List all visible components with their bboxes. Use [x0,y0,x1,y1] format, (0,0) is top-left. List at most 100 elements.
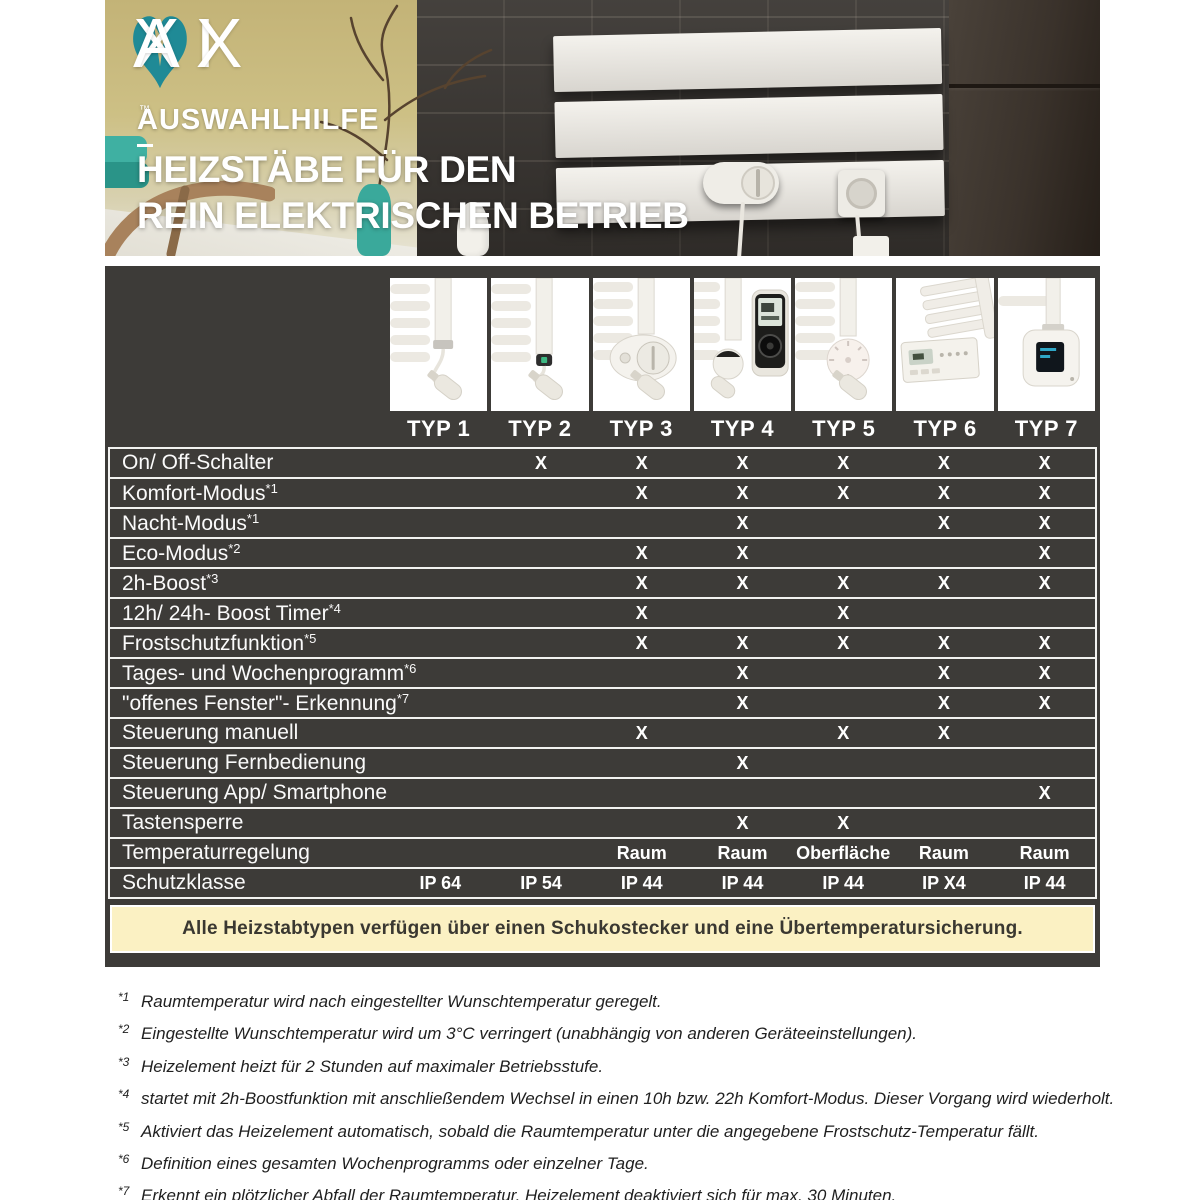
footnote-text: Aktiviert das Heizelement automatisch, s… [141,1121,1039,1141]
cabinet [949,0,1100,256]
feature-cell: X [837,812,850,833]
feature-cell: X [736,812,749,833]
feature-cell: X [837,482,850,503]
footnote-line: *1 Raumtemperatur wird nach eingestellter… [118,990,1128,1012]
row-label: On/ Off-Schalter [122,451,274,474]
typ-label: TYP 5 [812,416,876,441]
towel [105,136,147,164]
row-label: Steuerung manuell [122,721,299,744]
feature-cell: IP X4 [922,872,966,893]
table-row: "offenes Fenster"- Erkennung*7 X X X [110,689,1095,719]
feature-cell: IP 64 [419,872,462,893]
footnote-text: Raumtemperatur wird nach eingestellter W… [141,992,662,1011]
feature-cell: X [736,662,749,683]
footnote-line: *3 Heizelement heizt für 2 Stunden auf ma… [118,1055,1128,1077]
feature-cell: X [837,572,850,593]
mug [853,236,889,256]
trademark-icon: ™ [139,104,151,116]
row-label: Steuerung App/ Smartphone [122,781,388,804]
feature-cell: X [736,512,749,533]
product-tile [390,278,488,411]
radiator-slat [553,27,943,93]
feature-cell: X [937,722,950,743]
product-tile [592,278,690,411]
feature-cell: X [937,662,950,683]
row-label: Eco-Modus*2 [122,540,241,565]
row-label: Frostschutzfunktion*5 [122,630,317,655]
footnote-marker: *2 [228,540,241,556]
heating-rod-plain-icon [390,278,462,401]
towel [105,162,149,188]
table-row: Eco-Modus*2 X X X [110,539,1095,569]
feature-cell: Raum [918,842,969,863]
note-banner: Alle Heizstabtypen verfügen über einen S… [110,905,1095,953]
feature-cell: X [937,512,950,533]
feature-cell: X [635,602,648,623]
footnote-marker: *7 [118,1184,130,1199]
footnote-marker: *5 [304,630,317,646]
feature-cell: X [837,632,850,653]
footnote-marker: *7 [396,690,410,706]
typ-label: TYP 4 [710,416,775,441]
feature-cell: X [1038,632,1051,653]
cabinet-seam [949,84,1100,88]
heating-rod-switch-icon [491,278,564,401]
feature-cell: X [1038,482,1051,503]
typ-label: TYP 2 [508,416,572,441]
feature-cell: Oberfläche [796,842,891,863]
note-text: Alle Heizstabtypen verfügen über einen S… [182,918,1023,939]
product-tile [693,278,792,411]
table-row: Frostschutzfunktion*5 X X X X X [110,629,1095,659]
feature-cell: Raum [717,842,768,863]
row-label: Steuerung Fernbedienung [122,751,367,774]
row-label: Nacht-Modus*1 [122,510,260,535]
footnote-text: Definition eines gesamten Wochenprogramm… [141,1153,649,1173]
table-row: Komfort-Modus*1 X X X X X [110,479,1095,509]
footnote-text: Heizelement heizt für 2 Stunden auf maxi… [141,1056,604,1076]
ximax-logo: XI AX [133,8,242,90]
feature-cell: X [837,602,850,623]
heater-dial-marker [756,169,760,197]
table-row: Tastensperre X X [110,809,1095,839]
footnote-marker: *5 [118,1119,130,1134]
footnote-marker: *1 [246,510,260,526]
feature-cell: X [937,482,950,503]
feature-cell: IP 44 [822,872,865,893]
feature-cell: X [1038,452,1051,473]
table-row: 12h/ 24h- Boost Timer*4 X X [110,599,1095,629]
feature-cell: X [1038,512,1051,533]
typ-label: TYP 7 [1014,416,1078,441]
power-outlet [838,170,885,217]
footnote-marker: *6 [404,660,417,676]
feature-cell: X [1038,542,1051,563]
branch-decor [319,4,493,212]
product-tile [997,278,1095,411]
feature-cell: X [635,452,648,473]
row-label: Schutzklasse [122,871,246,894]
feature-cell: X [736,692,749,713]
heating-rod-dial-unit-icon [592,278,677,401]
feature-cell: IP 44 [620,872,663,893]
typ-label: TYP 1 [407,416,471,441]
empty-corner [108,278,388,411]
table-row: 2h-Boost*3 X X X X X [110,569,1095,599]
row-label: Tages- und Wochenprogramm*6 [122,660,417,685]
footnote-line: *6 Definition eines gesamten Wochenprogra… [118,1152,1128,1174]
logo-text-right: AX [133,4,259,82]
footnote-marker: *6 [118,1151,130,1166]
heating-rod-round-dial-icon [795,278,870,401]
teal-vase [357,184,391,256]
row-label: 2h-Boost*3 [122,570,219,595]
feature-cell: X [837,452,850,473]
chair [105,180,275,256]
feature-cell: X [736,572,749,593]
hero-title-line1: HEIZSTÄBE FÜR DEN [137,149,517,190]
hero-subtitle: AUSWAHLHILFE ™ [137,104,378,147]
smart-control-box-icon [997,278,1080,387]
footnote-line: *2 Eingestellte Wunschtemperatur wird um … [118,1022,1128,1044]
footnote-text: startet mit 2h-Boostfunktion mit anschli… [141,1089,1115,1109]
product-tile [896,278,994,411]
row-label: Temperaturregelung [122,841,310,864]
table-row: Temperaturregelung Raum Raum Oberfläche Raum… [110,839,1095,869]
